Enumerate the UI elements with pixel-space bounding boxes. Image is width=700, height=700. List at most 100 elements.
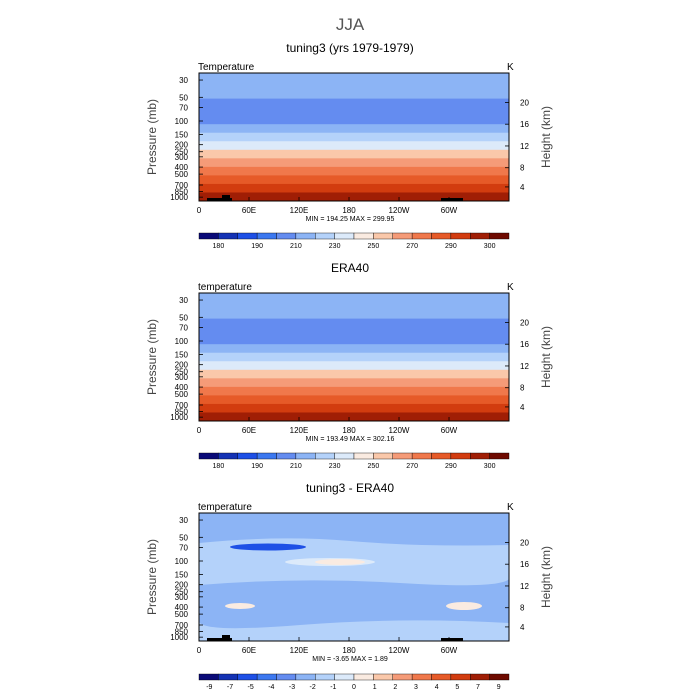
pressure-tick-label: 1000 [170, 193, 188, 202]
y-axis-label-right: Height (km) [539, 106, 553, 168]
pressure-tick-label: 100 [175, 557, 189, 566]
contour-band [199, 344, 509, 354]
contour-band [199, 386, 509, 396]
page-title: JJA [336, 15, 365, 34]
contour-band [230, 543, 306, 551]
colorbar-label: -7 [227, 684, 233, 691]
colorbar-swatch [411, 673, 432, 681]
pressure-tick-label: 500 [175, 610, 189, 619]
y-axis-label-left: Pressure (mb) [145, 539, 159, 615]
pressure-tick-label: 850 [175, 187, 189, 196]
pressure-tick-label: 500 [175, 390, 189, 399]
pressure-tick-label: 30 [179, 516, 188, 525]
colorbar-swatch [353, 452, 374, 460]
x-tick-label: 60E [242, 426, 256, 435]
stats-label: MIN = -3.65 MAX = 1.89 [312, 656, 388, 663]
colorbar-label: 180 [213, 463, 225, 470]
colorbar-label: 300 [484, 463, 496, 470]
plot-frame [198, 512, 510, 642]
topography-mask [441, 198, 463, 201]
x-tick-label: 120E [290, 206, 309, 215]
colorbar-swatch [295, 232, 316, 240]
pressure-tick-label: 850 [175, 627, 189, 636]
contour-band [199, 141, 509, 151]
colorbar-label: 7 [476, 684, 480, 691]
pressure-tick-label: 30 [179, 76, 188, 85]
contour-band [199, 175, 509, 185]
colorbar-swatch [392, 232, 413, 240]
colorbar: 180 190 210 230 250 270 290 300 [198, 232, 510, 250]
colorbar-swatch [237, 452, 258, 460]
x-tick-label: 60W [441, 646, 458, 655]
colorbar-swatch [411, 232, 432, 240]
colorbar-swatch [450, 232, 471, 240]
pressure-tick-label: 250 [175, 368, 189, 377]
x-tick-label: 60E [242, 206, 256, 215]
colorbar-swatch [295, 673, 316, 681]
colorbar-swatch [198, 673, 219, 681]
colorbar-label: -9 [206, 684, 212, 691]
colorbar-label: -1 [330, 684, 336, 691]
height-tick-label: 20 [520, 538, 529, 547]
x-tick-label: 120E [290, 646, 309, 655]
contour-band [199, 98, 509, 108]
pressure-tick-label: 300 [175, 373, 189, 382]
height-tick-label: 12 [520, 582, 529, 591]
pressure-tick-label: 70 [179, 104, 188, 113]
contour-band [199, 301, 509, 311]
contour-band [199, 378, 509, 388]
colorbar-swatch [276, 452, 297, 460]
colorbar-swatch [276, 673, 297, 681]
contour-band [199, 73, 509, 83]
y-axis-label-left: Pressure (mb) [145, 99, 159, 175]
pressure-tick-label: 250 [175, 588, 189, 597]
height-tick-label: 4 [520, 183, 525, 192]
colorbar-label: 250 [368, 243, 380, 250]
colorbar-label: 210 [290, 463, 302, 470]
contour-field [199, 73, 509, 202]
contour-band [199, 158, 509, 168]
colorbar-swatch [198, 232, 219, 240]
colorbar-label: 9 [497, 684, 501, 691]
pressure-tick-label: 50 [179, 313, 188, 322]
colorbar-swatch [334, 673, 355, 681]
x-tick-label: 120E [290, 426, 309, 435]
panel-1: tuning3 (yrs 1979-1979) Temperature K 30 50 7… [145, 41, 553, 250]
x-tick-label: 60W [441, 426, 458, 435]
pressure-tick-label: 300 [175, 153, 189, 162]
pressure-tick-label: 400 [175, 163, 189, 172]
pressure-tick-label: 700 [175, 401, 189, 410]
topography-mask [207, 198, 232, 201]
contour-band [199, 369, 509, 379]
pressure-tick-label: 70 [179, 324, 188, 333]
colorbar-swatch [489, 232, 510, 240]
x-tick-label: 180 [342, 206, 356, 215]
colorbar-swatch [431, 232, 452, 240]
colorbar-swatch [470, 232, 490, 240]
colorbar-swatch [431, 452, 452, 460]
x-tick-label: 180 [342, 646, 356, 655]
colorbar-label: -5 [248, 684, 254, 691]
x-tick-label: 120W [389, 206, 410, 215]
variable-label: temperature [198, 502, 252, 513]
height-tick-label: 4 [520, 623, 525, 632]
contour-band [446, 602, 482, 610]
colorbar-label: 230 [329, 463, 341, 470]
pressure-tick-label: 850 [175, 407, 189, 416]
colorbar-swatch [470, 452, 490, 460]
topography-mask [441, 638, 463, 641]
variable-label: temperature [198, 282, 252, 293]
colorbar-swatch [334, 452, 355, 460]
contour-band [199, 183, 509, 193]
contour-field [199, 293, 509, 422]
pressure-tick-label: 700 [175, 621, 189, 630]
contour-band [199, 318, 509, 328]
x-tick-label: 60W [441, 206, 458, 215]
pressure-tick-label: 150 [175, 130, 189, 139]
contour-band [199, 90, 509, 100]
colorbar-swatch [373, 673, 393, 681]
contour-band [225, 603, 255, 609]
colorbar-label: 270 [406, 243, 418, 250]
